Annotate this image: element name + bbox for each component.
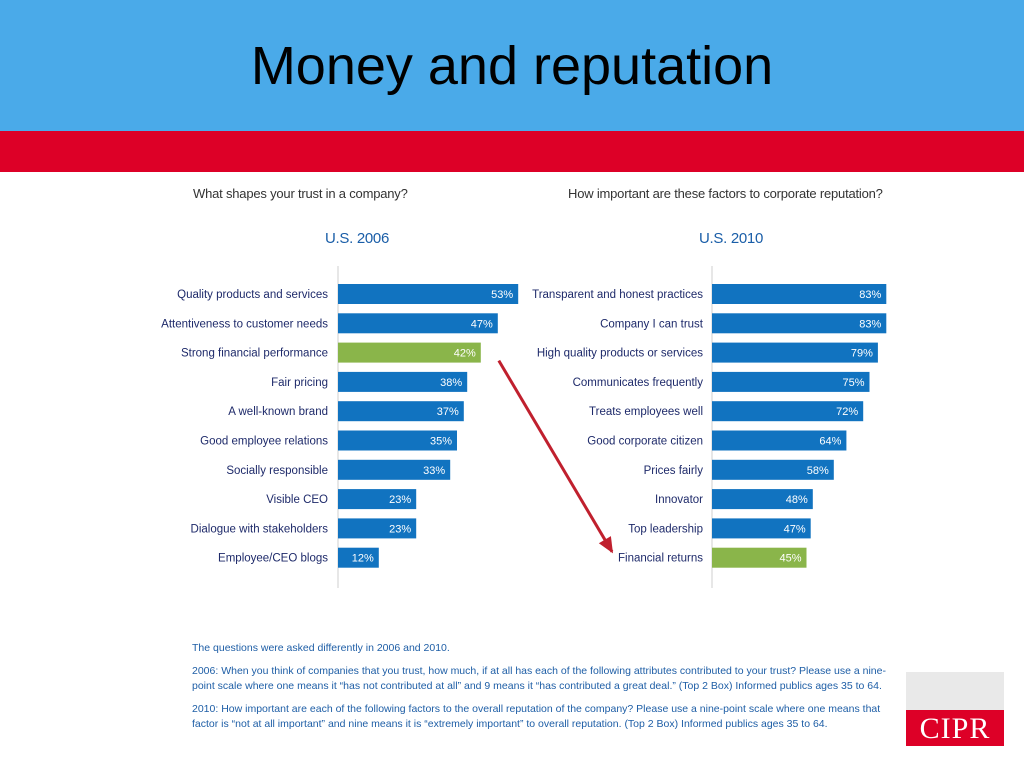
chart-2-category-3: High quality products or services (537, 348, 703, 360)
chart-1-bar-3 (338, 342, 481, 363)
chart-1-value-label-9: 23% (389, 523, 411, 535)
chart-1-category-8: Visible CEO (266, 494, 328, 506)
chart-2-bar-3 (712, 342, 878, 363)
chart-2-category-9: Top leadership (628, 523, 703, 535)
logo-text: CIPR (919, 712, 991, 745)
chart-1-value-label-5: 37% (437, 406, 459, 418)
chart-2-category-1: Transparent and honest practices (532, 289, 703, 301)
note-intro: The questions were asked differently in … (192, 642, 450, 654)
chart-2-value-label-7: 58% (807, 465, 829, 477)
chart-1-bar-7 (338, 459, 451, 480)
chart-1-category-4: Fair pricing (271, 377, 328, 389)
page-title: Money and reputation (250, 36, 774, 96)
chart-1-bar-10 (338, 547, 379, 568)
chart-2-value-label-5: 72% (836, 406, 858, 418)
chart-1-bar-8 (338, 489, 417, 510)
arrow-head-icon (598, 536, 614, 554)
left-year-label: U.S. 2006 (325, 230, 390, 247)
title-bar: Money and reputation (0, 0, 1024, 131)
chart-1-category-2: Attentiveness to customer needs (161, 318, 328, 330)
chart-2-category-5: Treats employees well (589, 406, 703, 418)
chart-2-category-7: Prices fairly (644, 465, 704, 477)
chart-2-bar-10 (712, 547, 807, 568)
chart-1-value-label-10: 12% (352, 553, 374, 565)
chart-2-bar-5 (712, 401, 864, 422)
chart-1-value-label-4: 38% (440, 377, 462, 389)
chart-1-value-label-2: 47% (471, 318, 493, 330)
chart-1-bar-1 (338, 284, 519, 304)
chart-2-value-label-2: 83% (859, 318, 881, 330)
chart-1-value-label-6: 35% (430, 436, 452, 448)
chart-2-bar-8 (712, 489, 813, 510)
bar-charts: Quality products and services 53% Attentiv… (161, 266, 887, 588)
right-year-label: U.S. 2010 (699, 230, 764, 247)
chart-2-value-label-10: 45% (779, 553, 801, 565)
chart-1-bar-5 (338, 401, 464, 422)
chart-2-category-8: Innovator (655, 494, 703, 506)
logo-image-strip (906, 672, 1004, 710)
chart-1-category-6: Good employee relations (200, 436, 328, 448)
chart-2-category-10: Financial returns (618, 553, 703, 565)
chart-2-bar-6 (712, 430, 847, 451)
chart-1-category-3: Strong financial performance (181, 348, 328, 360)
note-2010: 2010: How important are each of the foll… (192, 703, 881, 730)
chart-2-bar-7 (712, 459, 834, 480)
chart-2-value-label-8: 48% (786, 494, 808, 506)
left-question: What shapes your trust in a company? (193, 186, 408, 201)
arrow-shaft (497, 359, 614, 553)
chart-2-bar-9 (712, 518, 811, 539)
chart-2-bar-1 (712, 284, 887, 304)
chart-1-value-label-1: 53% (491, 289, 513, 301)
chart-2-category-6: Good corporate citizen (587, 436, 703, 448)
chart-2-value-label-3: 79% (851, 348, 873, 360)
chart-1-category-5: A well-known brand (228, 406, 328, 418)
chart-2-category-2: Company I can trust (600, 318, 704, 330)
chart-2-category-4: Communicates frequently (573, 377, 704, 389)
chart-2-value-label-6: 64% (819, 436, 841, 448)
note-2006: 2006: When you think of companies that y… (192, 665, 886, 692)
chart-2-value-label-4: 75% (842, 377, 864, 389)
cipr-logo: CIPR (906, 672, 1004, 746)
right-question: How important are these factors to corpo… (568, 186, 883, 201)
chart-1-value-label-7: 33% (423, 465, 445, 477)
chart-1-bar-2 (338, 313, 498, 334)
chart-1-bar-9 (338, 518, 417, 539)
chart-1-category-7: Socially responsible (226, 465, 328, 477)
red-band (0, 131, 1024, 172)
chart-1-category-10: Employee/CEO blogs (218, 553, 328, 565)
chart-2-value-label-1: 83% (859, 289, 881, 301)
chart-2-bar-4 (712, 371, 870, 392)
chart-2-value-label-9: 47% (784, 523, 806, 535)
chart-1-bar-6 (338, 430, 457, 451)
chart-1-bar-4 (338, 371, 468, 392)
chart-1-category-9: Dialogue with stakeholders (191, 523, 329, 535)
chart-1-category-1: Quality products and services (177, 289, 328, 301)
chart-2-bar-2 (712, 313, 887, 334)
chart-1-value-label-3: 42% (454, 348, 476, 360)
chart-1-value-label-8: 23% (389, 494, 411, 506)
